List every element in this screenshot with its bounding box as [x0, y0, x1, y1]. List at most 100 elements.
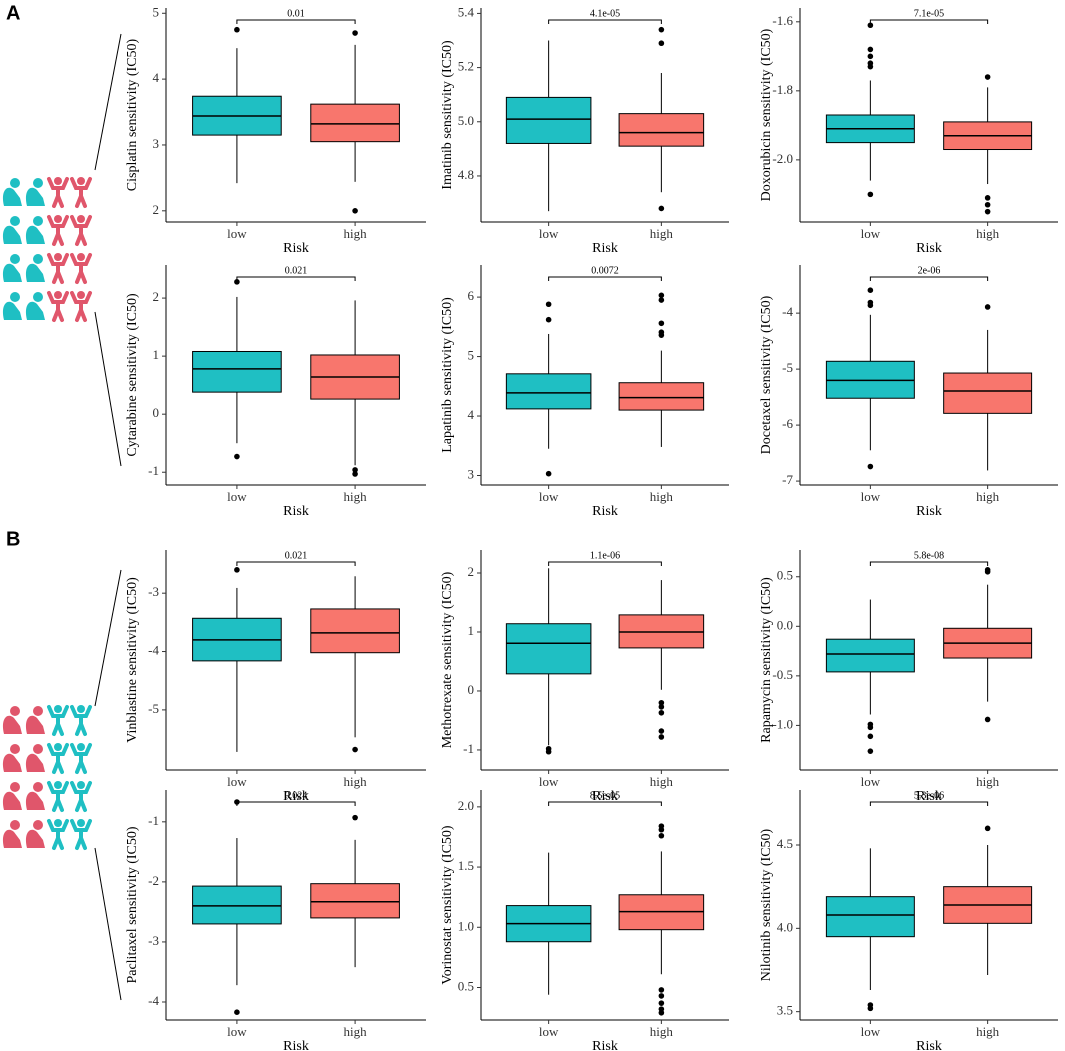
icon-head: [54, 215, 62, 223]
box: [310, 608, 400, 654]
icon-head: [54, 177, 62, 185]
y-tick-label: -1.6: [772, 13, 793, 28]
p-value-label: 4.1e-05: [590, 8, 620, 19]
person-icon: [47, 781, 69, 812]
outlier: [867, 53, 874, 60]
person-icon: [70, 177, 92, 208]
icon-head: [10, 782, 20, 792]
x-tick-label: high: [344, 774, 368, 789]
outlier: [545, 470, 552, 477]
y-tick-label: 5.4: [458, 4, 475, 19]
icon-body: [47, 705, 69, 736]
outlier: [658, 320, 665, 327]
y-tick-label: 3.5: [777, 1003, 793, 1018]
icon-head: [33, 782, 43, 792]
p-value-bracket: [236, 561, 356, 566]
icon-body: [2, 791, 22, 810]
x-tick-label: high: [344, 1024, 368, 1039]
y-tick-label: -2.0: [772, 151, 793, 166]
x-axis-title: Risk: [592, 1039, 618, 1051]
icon-body: [70, 215, 92, 246]
y-tick-label: 4: [153, 70, 160, 85]
outlier: [984, 195, 991, 201]
outlier: [234, 26, 240, 33]
outlier: [867, 733, 874, 740]
y-tick-label: -5: [148, 701, 159, 716]
y-tick-label: -3: [148, 584, 159, 599]
outlier: [234, 567, 240, 573]
icon-head: [54, 743, 62, 751]
y-tick-label: 0.5: [777, 568, 793, 583]
icon-body: [25, 187, 45, 206]
x-axis-title: Risk: [592, 241, 618, 256]
outlier: [658, 832, 665, 839]
person-icon: [2, 744, 22, 772]
icon-body: [47, 215, 69, 246]
icon-body: [25, 753, 45, 772]
icon-body: [25, 829, 45, 848]
outlier: [352, 208, 358, 214]
x-tick-label: low: [539, 1024, 559, 1039]
outlier: [658, 709, 665, 716]
p-value-label: 0.0072: [591, 265, 619, 276]
y-axis-title: Docetaxel sensitivity (IC50): [759, 295, 774, 454]
outlier: [984, 825, 991, 832]
outlier: [658, 205, 665, 212]
icon-head: [33, 254, 43, 264]
outlier: [867, 302, 874, 309]
person-icon: [70, 781, 92, 812]
icon-head: [54, 291, 62, 299]
box: [192, 885, 282, 925]
outlier: [658, 704, 665, 710]
y-tick-label: 1.0: [458, 918, 474, 933]
x-axis-title: Risk: [283, 1039, 309, 1051]
person-icon: [47, 253, 69, 284]
outlier: [234, 453, 240, 460]
person-icon: [25, 216, 45, 244]
y-axis-title: Doxorubicin sensitivity (IC50): [759, 28, 774, 201]
y-tick-label: -4: [148, 993, 159, 1008]
icon-body: [70, 781, 92, 812]
x-tick-label: low: [861, 774, 881, 789]
p-value-label: 5.3e-06: [914, 790, 944, 801]
box: [618, 113, 705, 147]
outlier: [984, 716, 991, 723]
x-tick-label: high: [650, 489, 674, 504]
outlier: [658, 332, 665, 338]
outlier: [658, 728, 665, 734]
person-icon: [70, 705, 92, 736]
icon-head: [10, 820, 20, 830]
person-icon: [25, 782, 45, 810]
panel-label: B: [6, 528, 20, 550]
y-axis-title: Cisplatin sensitivity (IC50): [125, 38, 140, 191]
y-tick-label: 2: [153, 289, 160, 304]
y-tick-label: -1.0: [772, 716, 793, 731]
person-icon: [2, 254, 22, 282]
y-tick-label: -3: [148, 933, 159, 948]
person-icon: [25, 178, 45, 206]
outlier: [545, 748, 552, 755]
outlier: [352, 814, 358, 821]
icon-head: [77, 781, 85, 789]
icon-head: [33, 292, 43, 302]
p-value-label: 0.01: [287, 8, 305, 19]
y-axis-title: Lapatinib sensitivity (IC50): [440, 297, 455, 453]
x-axis-title: Risk: [283, 504, 309, 519]
x-tick-label: low: [539, 774, 559, 789]
person-icon: [47, 215, 69, 246]
outlier: [984, 208, 991, 215]
icon-head: [77, 819, 85, 827]
outlier: [867, 22, 874, 29]
outlier: [658, 1009, 665, 1016]
x-tick-label: high: [650, 226, 674, 241]
x-tick-label: low: [539, 489, 559, 504]
icon-head: [10, 178, 20, 188]
box: [825, 896, 915, 938]
person-icon: [2, 178, 22, 206]
icon-head: [33, 178, 43, 188]
p-value-bracket: [869, 561, 989, 566]
person-icon: [47, 705, 69, 736]
icon-body: [25, 263, 45, 282]
p-value-label: 2e-06: [918, 265, 941, 276]
